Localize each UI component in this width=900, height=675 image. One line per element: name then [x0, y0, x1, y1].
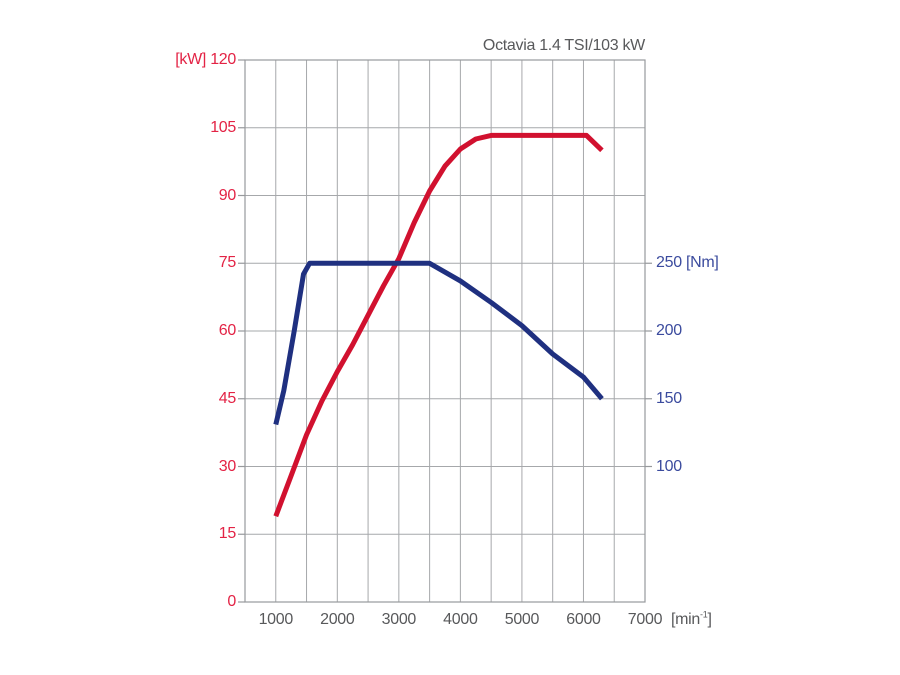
- left-axis-tick-label: 105: [210, 118, 236, 136]
- x-axis-tick-label: 5000: [504, 611, 540, 628]
- x-axis-tick-label: 1000: [258, 611, 294, 628]
- x-axis-unit: [min-1]: [671, 609, 712, 628]
- left-axis-tick-label: 15: [218, 525, 237, 543]
- right-axis-tick-label: 150: [656, 389, 682, 407]
- x-axis-tick-label: 6000: [566, 611, 601, 628]
- x-axis-tick-label: 2000: [320, 611, 355, 628]
- power-curve: [273, 132, 604, 518]
- x-axis-tick-label: 4000: [443, 611, 478, 628]
- x-axis-tick-label: 7000: [627, 611, 663, 628]
- left-axis-tick-label: 90: [218, 186, 237, 204]
- left-axis-tick-label: 60: [218, 322, 237, 339]
- right-axis-tick-label: 250 [Nm]: [656, 254, 719, 272]
- right-axis-tick-label: 200: [656, 322, 682, 339]
- chart-title: Octavia 1.4 TSI/103 kW: [482, 37, 645, 54]
- left-axis-tick-label: 75: [218, 254, 237, 272]
- left-axis-tick-label: 45: [218, 389, 237, 407]
- torque-curve: [273, 260, 604, 426]
- x-axis-tick-label: 3000: [381, 611, 417, 628]
- right-axis-tick-label: 100: [656, 457, 682, 475]
- left-axis-tick-label: 0: [227, 593, 236, 610]
- left-axis-tick-label: 30: [218, 457, 237, 475]
- left-axis-tick-label: [kW] 120: [175, 51, 236, 68]
